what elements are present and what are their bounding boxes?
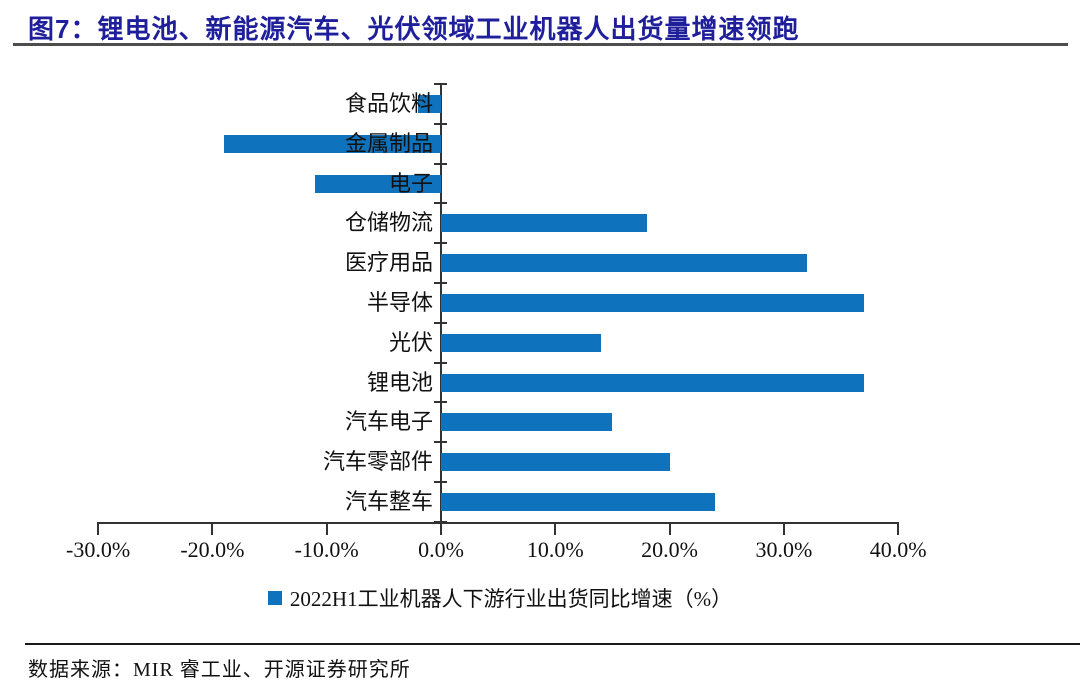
x-tick-label: -10.0% [294, 537, 359, 562]
bar-汽车整车 [441, 493, 716, 511]
x-tick-label: 0.0% [418, 537, 464, 562]
x-axis-tick [97, 524, 100, 535]
x-tick-label: -30.0% [66, 537, 131, 562]
legend-swatch-icon [267, 591, 282, 605]
footer-rule [25, 643, 1080, 645]
bar-汽车零部件 [441, 453, 670, 472]
bar-汽车电子 [441, 413, 613, 432]
x-tick-label: 40.0% [869, 537, 927, 562]
category-label: 汽车零部件 [322, 449, 433, 475]
category-label: 食品饮料 [344, 91, 433, 116]
bar-医疗用品 [441, 254, 807, 273]
y-axis-tick [434, 361, 447, 364]
x-axis-tick [211, 524, 214, 535]
y-axis-tick [434, 481, 447, 483]
category-label: 仓储物流 [344, 210, 433, 236]
bar-半导体 [441, 294, 864, 312]
category-label: 锂电池 [366, 369, 433, 395]
x-tick-label: 10.0% [526, 537, 584, 562]
category-label: 电子 [388, 170, 433, 196]
category-label: 光伏 [388, 329, 433, 355]
y-axis-tick [434, 83, 447, 85]
x-axis-tick [554, 524, 557, 535]
category-label: 半导体 [366, 290, 433, 315]
data-source-note: 数据来源：MIR 睿工业、开源证券研究所 [28, 659, 411, 681]
x-axis-tick [440, 524, 442, 535]
bar-食品饮料 [418, 95, 441, 113]
x-tick-label: -20.0% [180, 537, 245, 562]
y-axis-tick [434, 401, 447, 404]
x-axis-tick [782, 524, 785, 535]
x-tick-label: 20.0% [641, 537, 698, 562]
category-label: 金属制品 [344, 130, 433, 156]
x-axis-line [97, 522, 899, 524]
y-axis-tick [434, 202, 447, 205]
y-axis-tick [434, 520, 447, 523]
category-label: 汽车整车 [344, 489, 433, 514]
x-axis-tick [897, 524, 900, 535]
bar-仓储物流 [441, 214, 647, 233]
bar-金属制品 [223, 134, 441, 153]
x-tick-label: 30.0% [755, 537, 813, 562]
bar-电子 [315, 174, 441, 193]
chart-legend: 2022H1工业机器人下游行业出货同比增速（%） [0, 585, 1000, 611]
figure-title: 图7：锂电池、新能源汽车、光伏领域工业机器人出货量增速领跑 [28, 14, 800, 44]
y-axis-tick [434, 242, 447, 245]
y-axis-tick [434, 321, 447, 324]
header-rule [13, 43, 1068, 46]
bar-锂电池 [441, 373, 864, 392]
legend-label: 2022H1工业机器人下游行业出货同比增速（%） [289, 587, 733, 611]
x-axis-tick [325, 524, 328, 535]
category-label: 汽车电子 [344, 409, 433, 435]
bar-光伏 [441, 333, 602, 352]
y-axis-tick [434, 122, 447, 125]
y-axis-tick [434, 441, 447, 444]
x-axis-tick [668, 524, 671, 535]
category-label: 医疗用品 [344, 250, 433, 276]
y-axis-tick [434, 162, 447, 165]
y-axis-tick [434, 282, 447, 284]
